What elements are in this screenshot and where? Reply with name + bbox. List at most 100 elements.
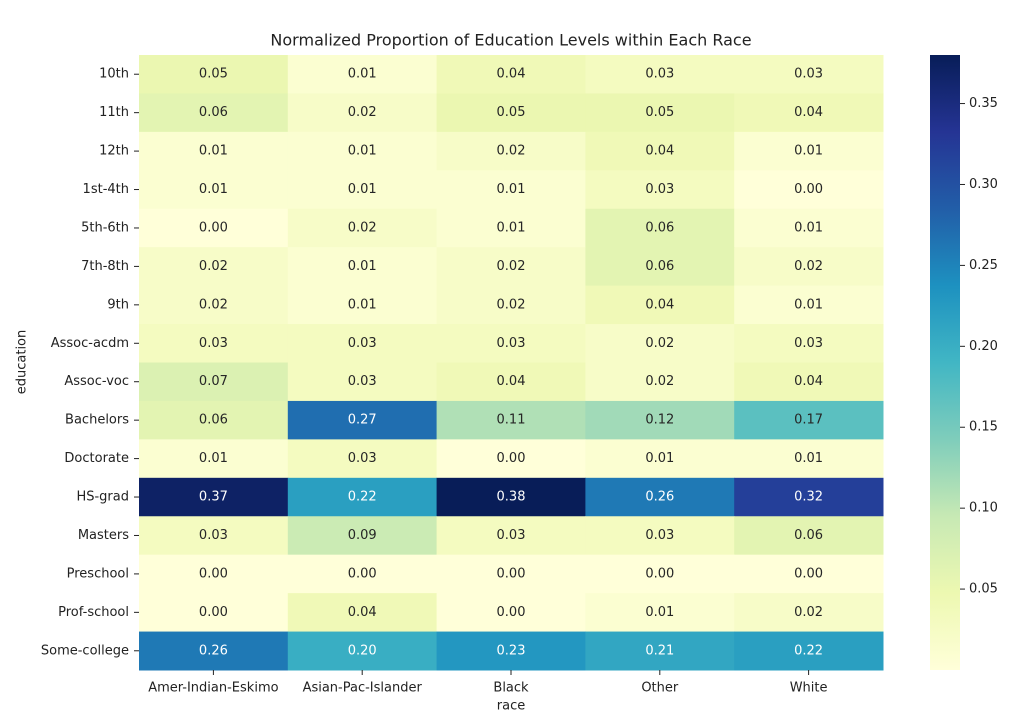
heatmap-cell	[734, 285, 884, 325]
cell-label: 0.00	[199, 220, 228, 235]
cell-label: 0.04	[645, 297, 674, 312]
heatmap-cell	[585, 170, 735, 210]
y-tick-label: 5th-6th	[81, 220, 129, 235]
cell-label: 0.05	[199, 67, 228, 82]
heatmap-cell	[287, 131, 438, 171]
y-tick-label: Preschool	[67, 566, 129, 581]
cell-label: 0.06	[794, 528, 823, 543]
heatmap-cell	[436, 93, 586, 133]
heatmap-cell	[734, 631, 884, 671]
heatmap-cell	[585, 631, 735, 671]
cell-label: 0.00	[497, 451, 526, 466]
heatmap-cell	[734, 55, 884, 94]
y-tick-label: 7th-8th	[81, 259, 129, 274]
heatmap-cell	[585, 516, 735, 556]
y-tick-label: 10th	[99, 67, 129, 82]
heatmap-cell	[139, 170, 289, 210]
y-tick-label: Masters	[78, 528, 129, 543]
heatmap-cell	[139, 554, 289, 594]
heatmap-cell	[734, 439, 884, 479]
cell-label: 0.05	[497, 105, 526, 120]
heatmap-cell	[436, 208, 586, 248]
cell-label: 0.01	[199, 451, 228, 466]
heatmap-cell	[139, 400, 289, 440]
heatmap-cell	[436, 439, 586, 479]
cell-label: 0.17	[794, 413, 823, 428]
heatmap-cell	[287, 554, 438, 594]
cell-label: 0.03	[497, 336, 526, 351]
cell-label: 0.06	[199, 413, 228, 428]
cell-label: 0.03	[348, 374, 377, 389]
cell-label: 0.00	[794, 182, 823, 197]
cell-label: 0.00	[199, 566, 228, 581]
cell-label: 0.04	[497, 67, 526, 82]
cell-label: 0.04	[348, 605, 377, 620]
heatmap-cell	[585, 400, 735, 440]
cell-label: 0.03	[497, 528, 526, 543]
heatmap-cell	[139, 324, 289, 363]
heatmap-cell	[585, 554, 735, 594]
cell-label: 0.02	[645, 374, 674, 389]
cell-label: 0.00	[348, 566, 377, 581]
cell-label: 0.03	[199, 336, 228, 351]
cell-label: 0.22	[794, 643, 823, 658]
heatmap-cell	[436, 362, 586, 402]
heatmap-cell	[585, 131, 735, 171]
heatmap-cell	[585, 439, 735, 479]
heatmap-cell	[139, 593, 289, 633]
y-tick-label: 11th	[99, 105, 129, 120]
cell-label: 0.00	[497, 566, 526, 581]
x-tick-label: Asian-Pac-Islander	[303, 681, 423, 696]
cell-label: 0.01	[794, 144, 823, 159]
heatmap-cell	[585, 93, 735, 133]
y-tick-label: Prof-school	[58, 605, 129, 620]
heatmap-cell	[139, 362, 289, 402]
heatmap-cell	[436, 516, 586, 556]
cell-label: 0.37	[199, 490, 228, 505]
heatmap-cell	[139, 131, 289, 171]
heatmap-cell	[734, 93, 884, 133]
heatmap-cell	[287, 593, 438, 633]
cell-label: 0.02	[497, 259, 526, 274]
colorbar-tick-label: 0.35	[969, 96, 998, 111]
cell-label: 0.01	[199, 182, 228, 197]
heatmap-cell	[734, 400, 884, 440]
cell-label: 0.00	[794, 566, 823, 581]
cell-label: 0.01	[794, 451, 823, 466]
heatmap-cell	[436, 285, 586, 325]
cell-label: 0.01	[794, 220, 823, 235]
y-tick-label: 1st-4th	[83, 182, 129, 197]
cell-label: 0.06	[645, 220, 674, 235]
heatmap-cell	[139, 285, 289, 325]
heatmap-cell	[287, 247, 438, 287]
heatmap-cell	[287, 477, 438, 517]
cell-label: 0.01	[497, 182, 526, 197]
cell-label: 0.01	[348, 67, 377, 82]
cell-label: 0.22	[348, 490, 377, 505]
cell-label: 0.07	[199, 374, 228, 389]
cell-label: 0.03	[645, 182, 674, 197]
heatmap-cell	[139, 439, 289, 479]
colorbar	[930, 55, 960, 670]
cell-label: 0.20	[348, 643, 377, 658]
cell-label: 0.01	[497, 220, 526, 235]
cell-label: 0.01	[348, 297, 377, 312]
heatmap-cell	[436, 631, 586, 671]
y-tick-label: 12th	[99, 144, 129, 159]
x-axis-label: race	[497, 699, 525, 712]
cell-label: 0.09	[348, 528, 377, 543]
cell-label: 0.01	[348, 182, 377, 197]
heatmap-cell	[436, 400, 586, 440]
heatmap-cell	[734, 477, 884, 517]
cell-label: 0.04	[645, 144, 674, 159]
heatmap-cell	[287, 285, 438, 325]
colorbar-tick-label: 0.30	[969, 177, 998, 192]
heatmap-cell	[139, 55, 289, 94]
cell-label: 0.01	[645, 451, 674, 466]
heatmap-cell	[734, 324, 884, 363]
heatmap-cell	[585, 362, 735, 402]
cell-label: 0.02	[348, 220, 377, 235]
colorbar-tick-label: 0.10	[969, 501, 998, 516]
